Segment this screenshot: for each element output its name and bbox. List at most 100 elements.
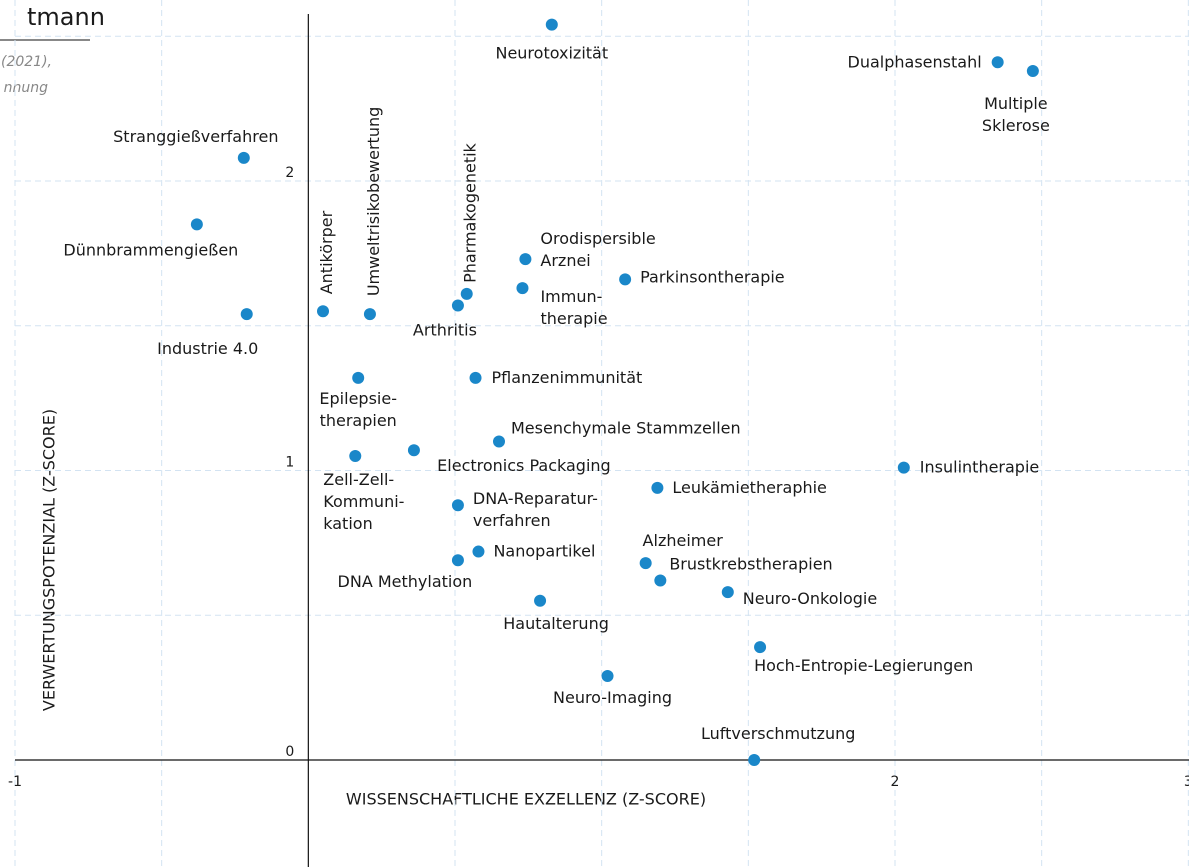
point-label-line: Epilepsie- bbox=[319, 388, 397, 407]
point-label-line: Umweltrisikobewertung bbox=[363, 107, 382, 296]
point-label: Hoch-Entropie-Legierungen bbox=[754, 656, 973, 675]
point-label-line: Luftverschmutzung bbox=[701, 724, 855, 743]
point bbox=[754, 641, 767, 654]
point-label-line: Pharmakogenetik bbox=[460, 142, 479, 282]
point-label: Dualphasenstahl bbox=[848, 52, 982, 71]
point-label-line: Neuro-Onkologie bbox=[743, 589, 877, 608]
y-tick-label: 0 bbox=[285, 744, 294, 760]
point bbox=[472, 545, 485, 558]
point-label: Neuro-Imaging bbox=[553, 688, 672, 707]
point-label: Immun-therapie bbox=[540, 287, 607, 328]
point-label-line: Dualphasenstahl bbox=[848, 52, 982, 71]
point-label: Parkinsontherapie bbox=[640, 267, 785, 286]
point-label-line: Antikörper bbox=[317, 210, 336, 294]
point-label-line: DNA Methylation bbox=[338, 572, 473, 591]
point-label-line: Orodispersible bbox=[540, 229, 655, 248]
point-label-line: Neuro-Imaging bbox=[553, 688, 672, 707]
point-label-line: therapie bbox=[540, 309, 607, 328]
point bbox=[651, 481, 664, 494]
y-axis-label: VERWERTUNGSPOTENZIAL (Z-SCORE) bbox=[40, 409, 59, 711]
point-label: Neuro-Onkologie bbox=[743, 589, 877, 608]
point bbox=[451, 554, 464, 567]
point-label: Orodispersible Arznei bbox=[540, 229, 655, 270]
point-label: Pharmakogenetik bbox=[460, 142, 479, 282]
point-label: Insulintherapie bbox=[920, 457, 1039, 476]
point bbox=[991, 56, 1004, 69]
point-label-line: Pflanzenimmunität bbox=[492, 367, 643, 386]
point bbox=[619, 273, 632, 286]
point bbox=[451, 299, 464, 312]
point-label-line: Immun- bbox=[540, 287, 602, 306]
point-label-line: Stranggießverfahren bbox=[113, 126, 278, 145]
point bbox=[317, 305, 329, 318]
point bbox=[534, 594, 547, 607]
point-label: Umweltrisikobewertung bbox=[363, 107, 382, 296]
point bbox=[516, 282, 529, 295]
point-label: Leukämietheraphie bbox=[672, 477, 827, 496]
x-axis-label: WISSENSCHAFTLICHE EXZELLENZ (Z-SCORE) bbox=[346, 790, 706, 809]
point bbox=[451, 499, 464, 512]
point bbox=[748, 754, 761, 766]
point bbox=[349, 450, 362, 463]
x-tick-label: 2 bbox=[891, 774, 900, 790]
point bbox=[721, 586, 734, 599]
point-label: Arthritis bbox=[413, 320, 477, 339]
point bbox=[519, 253, 532, 266]
point bbox=[240, 308, 253, 321]
point bbox=[493, 435, 505, 448]
point-label: Epilepsie-therapien bbox=[319, 388, 397, 429]
point-label: DNA Methylation bbox=[338, 572, 473, 591]
point-label-line: Parkinsontherapie bbox=[640, 267, 785, 286]
point bbox=[639, 557, 652, 570]
point-label: Pflanzenimmunität bbox=[492, 367, 643, 386]
point-label: Zell-Zell- Kommuni-kation bbox=[323, 470, 404, 533]
point bbox=[363, 308, 376, 321]
point-label: Hautalterung bbox=[503, 613, 609, 632]
point-label-line: Hoch-Entropie-Legierungen bbox=[754, 656, 973, 675]
point-label-line: Brustkrebstherapien bbox=[669, 554, 832, 573]
chart-title: tmann bbox=[27, 3, 105, 31]
point-label-line: verfahren bbox=[473, 511, 551, 530]
point bbox=[1026, 64, 1039, 77]
x-tick-label: -1 bbox=[8, 774, 22, 790]
point-label: DNA-Reparatur-verfahren bbox=[473, 489, 598, 530]
point-label-line: Insulintherapie bbox=[920, 457, 1039, 476]
point-label: Industrie 4.0 bbox=[157, 339, 258, 358]
point-label-line: Industrie 4.0 bbox=[157, 339, 258, 358]
y-tick-label: 1 bbox=[285, 455, 294, 471]
x-tick-label: 3 bbox=[1184, 774, 1189, 790]
point-label-line: Electronics Packaging bbox=[437, 456, 611, 475]
point bbox=[407, 444, 420, 457]
point-label: Electronics Packaging bbox=[437, 456, 611, 475]
point-label-line: Alzheimer bbox=[643, 531, 724, 550]
subtitle: (2021), bbox=[1, 54, 52, 70]
point-label-line: Dünnbrammengießen bbox=[63, 240, 238, 259]
point bbox=[654, 574, 667, 587]
point bbox=[545, 18, 558, 31]
point-label: Mesenchymale Stammzellen bbox=[511, 418, 741, 437]
y-tick-label: 2 bbox=[285, 165, 294, 181]
point-label: Neurotoxizität bbox=[495, 43, 608, 62]
point-label: Luftverschmutzung bbox=[701, 724, 855, 743]
point-label-line: DNA-Reparatur- bbox=[473, 489, 598, 508]
point bbox=[469, 371, 482, 384]
point bbox=[897, 461, 910, 474]
point bbox=[460, 287, 473, 300]
point-label-line: Nanopartikel bbox=[493, 541, 595, 560]
point-label-line: Leukämietheraphie bbox=[672, 477, 827, 496]
point-label-line: Neurotoxizität bbox=[495, 43, 608, 62]
subtitle: nnung bbox=[4, 80, 48, 96]
point-label-line: therapien bbox=[320, 410, 397, 429]
point-label-line: Sklerose bbox=[982, 115, 1050, 134]
point bbox=[190, 218, 203, 231]
point-label: Nanopartikel bbox=[493, 541, 595, 560]
point-label: Alzheimer bbox=[643, 531, 724, 550]
point-label-line: kation bbox=[323, 514, 372, 533]
point-label: Antikörper bbox=[317, 210, 336, 294]
point-label-line: Arthritis bbox=[413, 320, 477, 339]
point-label: Dünnbrammengießen bbox=[63, 240, 238, 259]
point-label-line: Kommuni- bbox=[323, 492, 404, 511]
point-label-line: Zell-Zell- bbox=[323, 470, 394, 489]
point-label: Multiple Sklerose bbox=[982, 93, 1050, 134]
point bbox=[237, 151, 250, 164]
